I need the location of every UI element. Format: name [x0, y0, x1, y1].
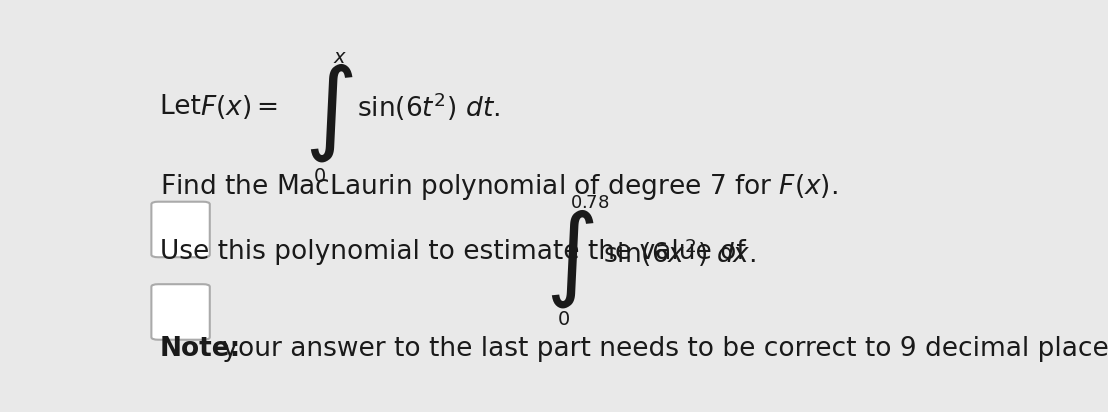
Text: Find the MacLaurin polynomial of degree 7 for $F(x)$.: Find the MacLaurin polynomial of degree …: [160, 173, 838, 202]
Text: Note:: Note:: [160, 336, 242, 362]
Text: $\int$: $\int$: [305, 61, 353, 164]
Text: Let: Let: [160, 94, 209, 119]
Text: $\sin(6x^2)\ dx.$: $\sin(6x^2)\ dx.$: [603, 236, 756, 269]
Text: $0$: $0$: [556, 309, 570, 329]
FancyBboxPatch shape: [152, 284, 209, 340]
Text: Use this polynomial to estimate the value of: Use this polynomial to estimate the valu…: [160, 239, 746, 265]
Text: $\sin(6t^2)\ dt.$: $\sin(6t^2)\ dt.$: [358, 90, 501, 123]
Text: $0.78$: $0.78$: [571, 194, 609, 212]
Text: $F(x) = $: $F(x) = $: [201, 93, 278, 121]
Text: $\int$: $\int$: [545, 207, 594, 310]
Text: $x$: $x$: [334, 48, 348, 67]
Text: $0$: $0$: [312, 167, 326, 186]
FancyBboxPatch shape: [152, 202, 209, 257]
Text: your answer to the last part needs to be correct to 9 decimal places.: your answer to the last part needs to be…: [214, 336, 1108, 362]
